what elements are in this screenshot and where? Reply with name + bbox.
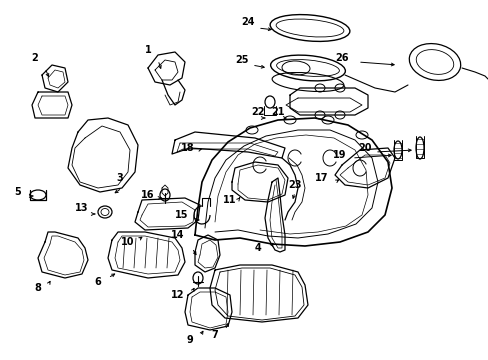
Text: 1: 1 [144, 45, 151, 55]
Text: 16: 16 [141, 190, 154, 200]
Text: 12: 12 [171, 290, 184, 300]
Text: 5: 5 [15, 187, 21, 197]
Text: 13: 13 [75, 203, 88, 213]
Text: 6: 6 [95, 277, 101, 287]
Text: 23: 23 [287, 180, 301, 190]
Text: 2: 2 [32, 53, 38, 63]
Text: 3: 3 [116, 173, 123, 183]
Text: 14: 14 [171, 230, 184, 240]
Text: 18: 18 [181, 143, 194, 153]
Text: 15: 15 [175, 210, 188, 220]
Text: 9: 9 [186, 335, 193, 345]
Text: 11: 11 [223, 195, 236, 205]
Text: 17: 17 [315, 173, 328, 183]
Text: 10: 10 [121, 237, 135, 247]
Text: 25: 25 [235, 55, 248, 65]
Text: 21: 21 [271, 107, 284, 117]
Text: 19: 19 [332, 150, 346, 160]
Text: 8: 8 [35, 283, 41, 293]
Text: 22: 22 [251, 107, 264, 117]
Text: 24: 24 [241, 17, 254, 27]
Text: 4: 4 [254, 243, 261, 253]
Text: 7: 7 [211, 330, 218, 340]
Text: 26: 26 [335, 53, 348, 63]
Text: 20: 20 [358, 143, 371, 153]
